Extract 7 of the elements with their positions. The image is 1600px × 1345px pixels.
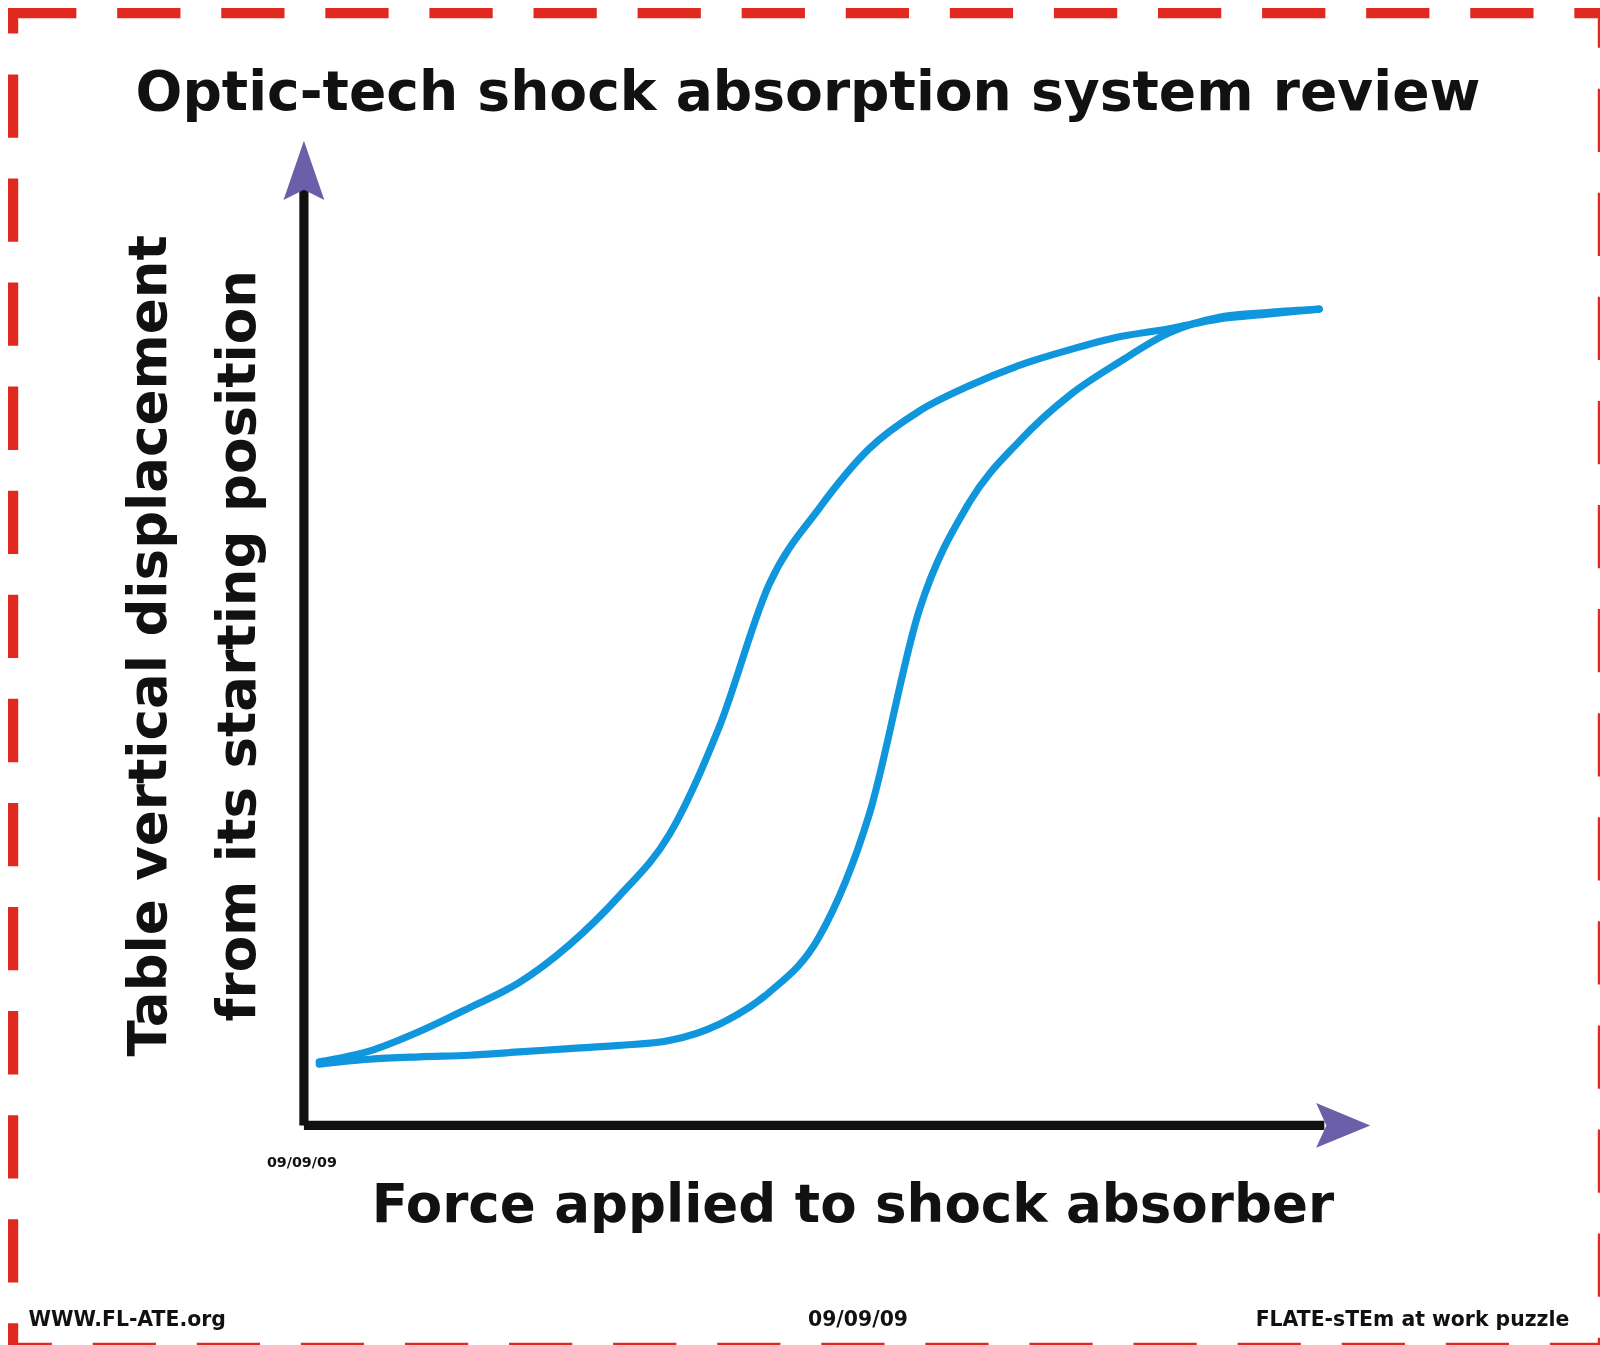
text: FLATE-sTEm at work puzzle [1255, 1307, 1570, 1332]
text: 09/09/09 [807, 1307, 909, 1332]
chart-title: Optic-tech shock absorption system review [135, 59, 1481, 124]
y-axis-title: Table vertical displacement from its starting position [117, 235, 268, 1057]
x-axis-title: Force applied to shock absorber [371, 1173, 1335, 1236]
text: 09/09/09 [266, 1154, 337, 1171]
text: WWW.FL-ATE.org [28, 1307, 226, 1332]
